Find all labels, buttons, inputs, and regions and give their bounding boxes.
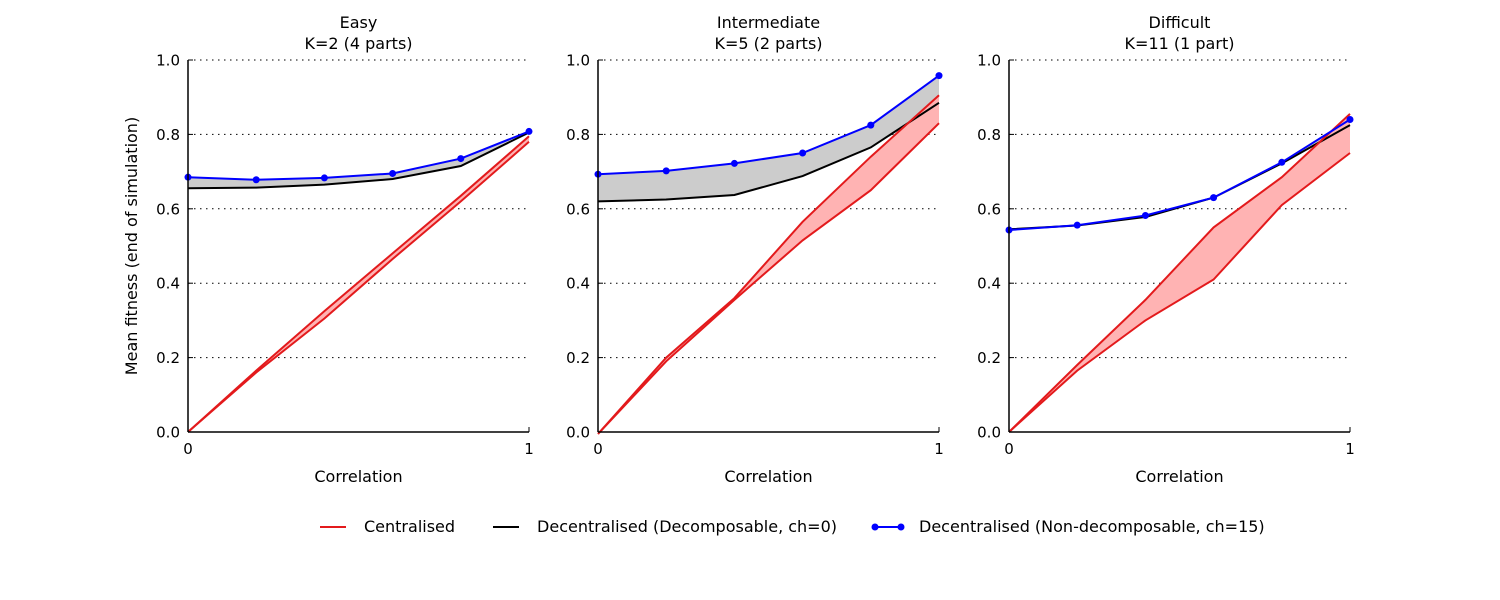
x-axis-label: Correlation: [724, 467, 812, 486]
y-axis-label: Mean fitness (end of simulation): [122, 117, 141, 375]
x-tick-label: 1: [934, 440, 944, 458]
data-point-non-decomposable: [320, 174, 328, 182]
data-point-non-decomposable: [867, 121, 875, 129]
series-non-decomposable-line: [187, 130, 530, 181]
y-tick-label: 0.8: [156, 126, 180, 144]
centralised-fill-area: [1009, 113, 1350, 433]
data-point-non-decomposable: [662, 167, 670, 175]
y-tick-label: 0.8: [566, 126, 590, 144]
x-tick-label: 0: [1004, 440, 1014, 458]
panel-title: Intermediate: [717, 13, 820, 32]
y-tick-label: 1.0: [566, 52, 590, 70]
panel-difficult: Difficult K=11 (1 part) 0.0 0.2 0.4 0.6 0.8 1.0…: [977, 13, 1355, 486]
panel-title: Difficult: [1149, 13, 1211, 32]
y-tick-label: 0.2: [156, 349, 180, 367]
series-centralised-lower-line: [597, 122, 940, 435]
series-centralised-upper-line: [1008, 113, 1351, 433]
series-centralised-lower-line: [1008, 152, 1351, 433]
y-tick-label: 0.6: [566, 200, 590, 218]
legend-swatch-centralised: [320, 525, 346, 528]
data-point-non-decomposable: [1278, 158, 1286, 166]
panel-subtitle: K=5 (2 parts): [714, 34, 822, 53]
x-axis-label: Correlation: [314, 467, 402, 486]
y-tick-label: 0.0: [566, 424, 590, 442]
series-centralised-upper-line: [597, 94, 940, 435]
y-tick-label: 0.6: [977, 200, 1001, 218]
legend-item-centralised: Centralised: [320, 517, 455, 536]
centralised-fill-area: [598, 95, 939, 434]
data-point-non-decomposable: [1073, 221, 1081, 229]
data-point-non-decomposable: [1346, 116, 1354, 124]
series-centralised-upper-line: [187, 135, 530, 433]
y-tick-label: 0.2: [566, 349, 590, 367]
gap-fill-area: [598, 75, 939, 202]
y-tick-label: 0.8: [977, 126, 1001, 144]
y-tick-label: 1.0: [156, 52, 180, 70]
panels: Easy K=2 (4 parts) 0.0 0.2 0.4 0.6 0.8 1.0 0 1 Cor…: [156, 13, 1355, 486]
series-centralised-lower-line: [187, 141, 530, 433]
panel-title: Easy: [340, 13, 378, 32]
panel-subtitle: K=11 (1 part): [1125, 34, 1235, 53]
y-tick-label: 0.6: [156, 200, 180, 218]
series-non-decomposable-line: [1008, 118, 1351, 231]
panel-intermediate: Intermediate K=5 (2 parts) 0.0 0.2 0.4 0.6 0.8…: [566, 13, 944, 486]
data-point-non-decomposable: [730, 159, 738, 167]
legend-swatch-decomposable: [493, 525, 520, 528]
data-point-non-decomposable: [1141, 211, 1149, 219]
data-point-non-decomposable: [457, 155, 465, 163]
x-tick-label: 0: [183, 440, 193, 458]
series-non-decomposable-line: [597, 74, 940, 176]
data-point-non-decomposable: [252, 176, 260, 184]
legend-marker-right: [897, 523, 905, 530]
series-decomposable-line: [187, 131, 530, 190]
panel-subtitle: K=2 (4 parts): [304, 34, 412, 53]
legend-swatch-non-decomposable: [871, 523, 905, 530]
y-tick-label: 0.4: [566, 275, 590, 293]
y-tick-label: 0.0: [977, 424, 1001, 442]
series-decomposable-line: [597, 101, 940, 203]
legend-item-decomposable: Decentralised (Decomposable, ch=0): [493, 517, 837, 536]
y-tick-label: 1.0: [977, 52, 1001, 70]
y-tick-label: 0.2: [977, 349, 1001, 367]
data-point-non-decomposable: [1210, 194, 1218, 202]
data-point-non-decomposable: [525, 127, 533, 135]
data-point-non-decomposable: [935, 72, 943, 80]
x-axis-label: Correlation: [1135, 467, 1223, 486]
data-point-non-decomposable: [799, 149, 807, 157]
x-tick-label: 0: [593, 440, 603, 458]
legend-label-non-decomposable: Decentralised (Non-decomposable, ch=15): [919, 517, 1265, 536]
legend-item-non-decomposable: Decentralised (Non-decomposable, ch=15): [871, 517, 1265, 536]
legend-label-decomposable: Decentralised (Decomposable, ch=0): [537, 517, 838, 536]
y-tick-label: 0.0: [156, 424, 180, 442]
legend-label-centralised: Centralised: [364, 517, 456, 536]
data-point-non-decomposable: [389, 169, 397, 177]
panel-easy: Easy K=2 (4 parts) 0.0 0.2 0.4 0.6 0.8 1.0 0 1 Cor…: [156, 13, 534, 486]
x-tick-label: 1: [1345, 440, 1355, 458]
x-tick-label: 1: [524, 440, 534, 458]
y-tick-label: 0.4: [977, 275, 1001, 293]
legend: Centralised Decentralised (Decomposable,…: [320, 517, 1303, 536]
legend-marker-left: [871, 523, 879, 530]
y-tick-label: 0.4: [156, 275, 180, 293]
